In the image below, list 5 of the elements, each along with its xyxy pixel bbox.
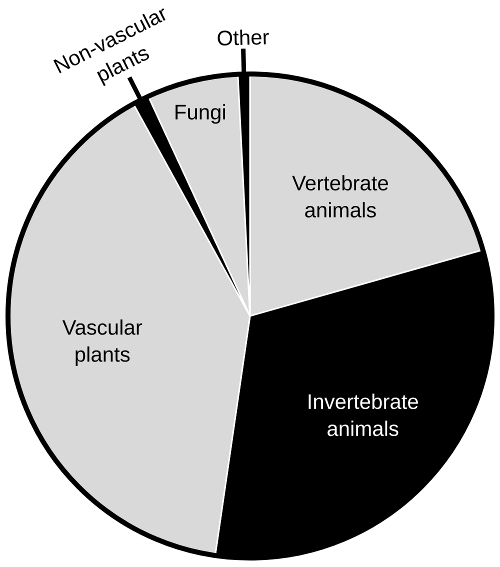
slice-label: Vertebrate animals (292, 175, 388, 218)
slice-label: Fungi (176, 104, 225, 124)
slice-label: Vascular plants (62, 319, 142, 366)
slice-label: Invertebrate animals (308, 394, 418, 436)
slice-label: Other (218, 30, 269, 46)
